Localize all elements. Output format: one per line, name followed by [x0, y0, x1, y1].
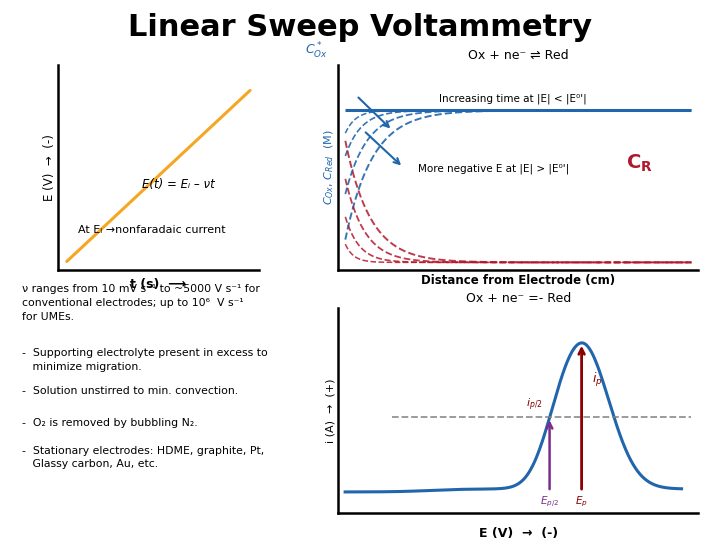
- Text: More negative E at |E| > |E⁰'|: More negative E at |E| > |E⁰'|: [418, 164, 569, 174]
- X-axis label: E (V)  →  (-): E (V) → (-): [479, 527, 558, 540]
- Text: t (s)  ⟶: t (s) ⟶: [130, 278, 186, 291]
- Y-axis label: $C_{Ox}$, $C_{Red}$  (M): $C_{Ox}$, $C_{Red}$ (M): [322, 130, 336, 205]
- Y-axis label: i (A)  →  (+): i (A) → (+): [325, 378, 336, 443]
- Text: -  Supporting electrolyte present in excess to
   minimize migration.: - Supporting electrolyte present in exce…: [22, 348, 267, 372]
- Text: Increasing time at |E| < |E⁰'|: Increasing time at |E| < |E⁰'|: [439, 94, 587, 104]
- Text: Linear Sweep Voltammetry: Linear Sweep Voltammetry: [128, 14, 592, 43]
- Y-axis label: E (V)  →  (-): E (V) → (-): [43, 134, 56, 201]
- Title: Ox + ne⁻ ⇌ Red: Ox + ne⁻ ⇌ Red: [468, 49, 569, 62]
- Text: -  O₂ is removed by bubbling N₂.: - O₂ is removed by bubbling N₂.: [22, 418, 197, 429]
- Text: -  Solution unstirred to min. convection.: - Solution unstirred to min. convection.: [22, 386, 238, 396]
- Text: -  Stationary electrodes: HDME, graphite, Pt,
   Glassy carbon, Au, etc.: - Stationary electrodes: HDME, graphite,…: [22, 446, 264, 469]
- Text: $i_{p/2}$: $i_{p/2}$: [526, 397, 543, 413]
- Text: At Eᵢ →nonfaradaic current: At Eᵢ →nonfaradaic current: [78, 225, 225, 235]
- Text: $\mathbf{C_R}$: $\mathbf{C_R}$: [626, 153, 653, 174]
- Text: $E_p$: $E_p$: [575, 495, 588, 509]
- Text: E(t) = Eᵢ – νt: E(t) = Eᵢ – νt: [143, 178, 215, 191]
- Text: $C_{Ox}^*$: $C_{Ox}^*$: [305, 40, 328, 60]
- Title: Ox + ne⁻ =- Red: Ox + ne⁻ =- Red: [466, 292, 571, 305]
- Text: ν ranges from 10 mV s⁻¹ to ~5000 V s⁻¹ for
conventional electrodes; up to 10⁶  V: ν ranges from 10 mV s⁻¹ to ~5000 V s⁻¹ f…: [22, 284, 259, 321]
- Text: $i_p$: $i_p$: [592, 371, 603, 389]
- X-axis label: Distance from Electrode (cm): Distance from Electrode (cm): [421, 274, 616, 287]
- Text: $E_{p/2}$: $E_{p/2}$: [540, 495, 559, 509]
